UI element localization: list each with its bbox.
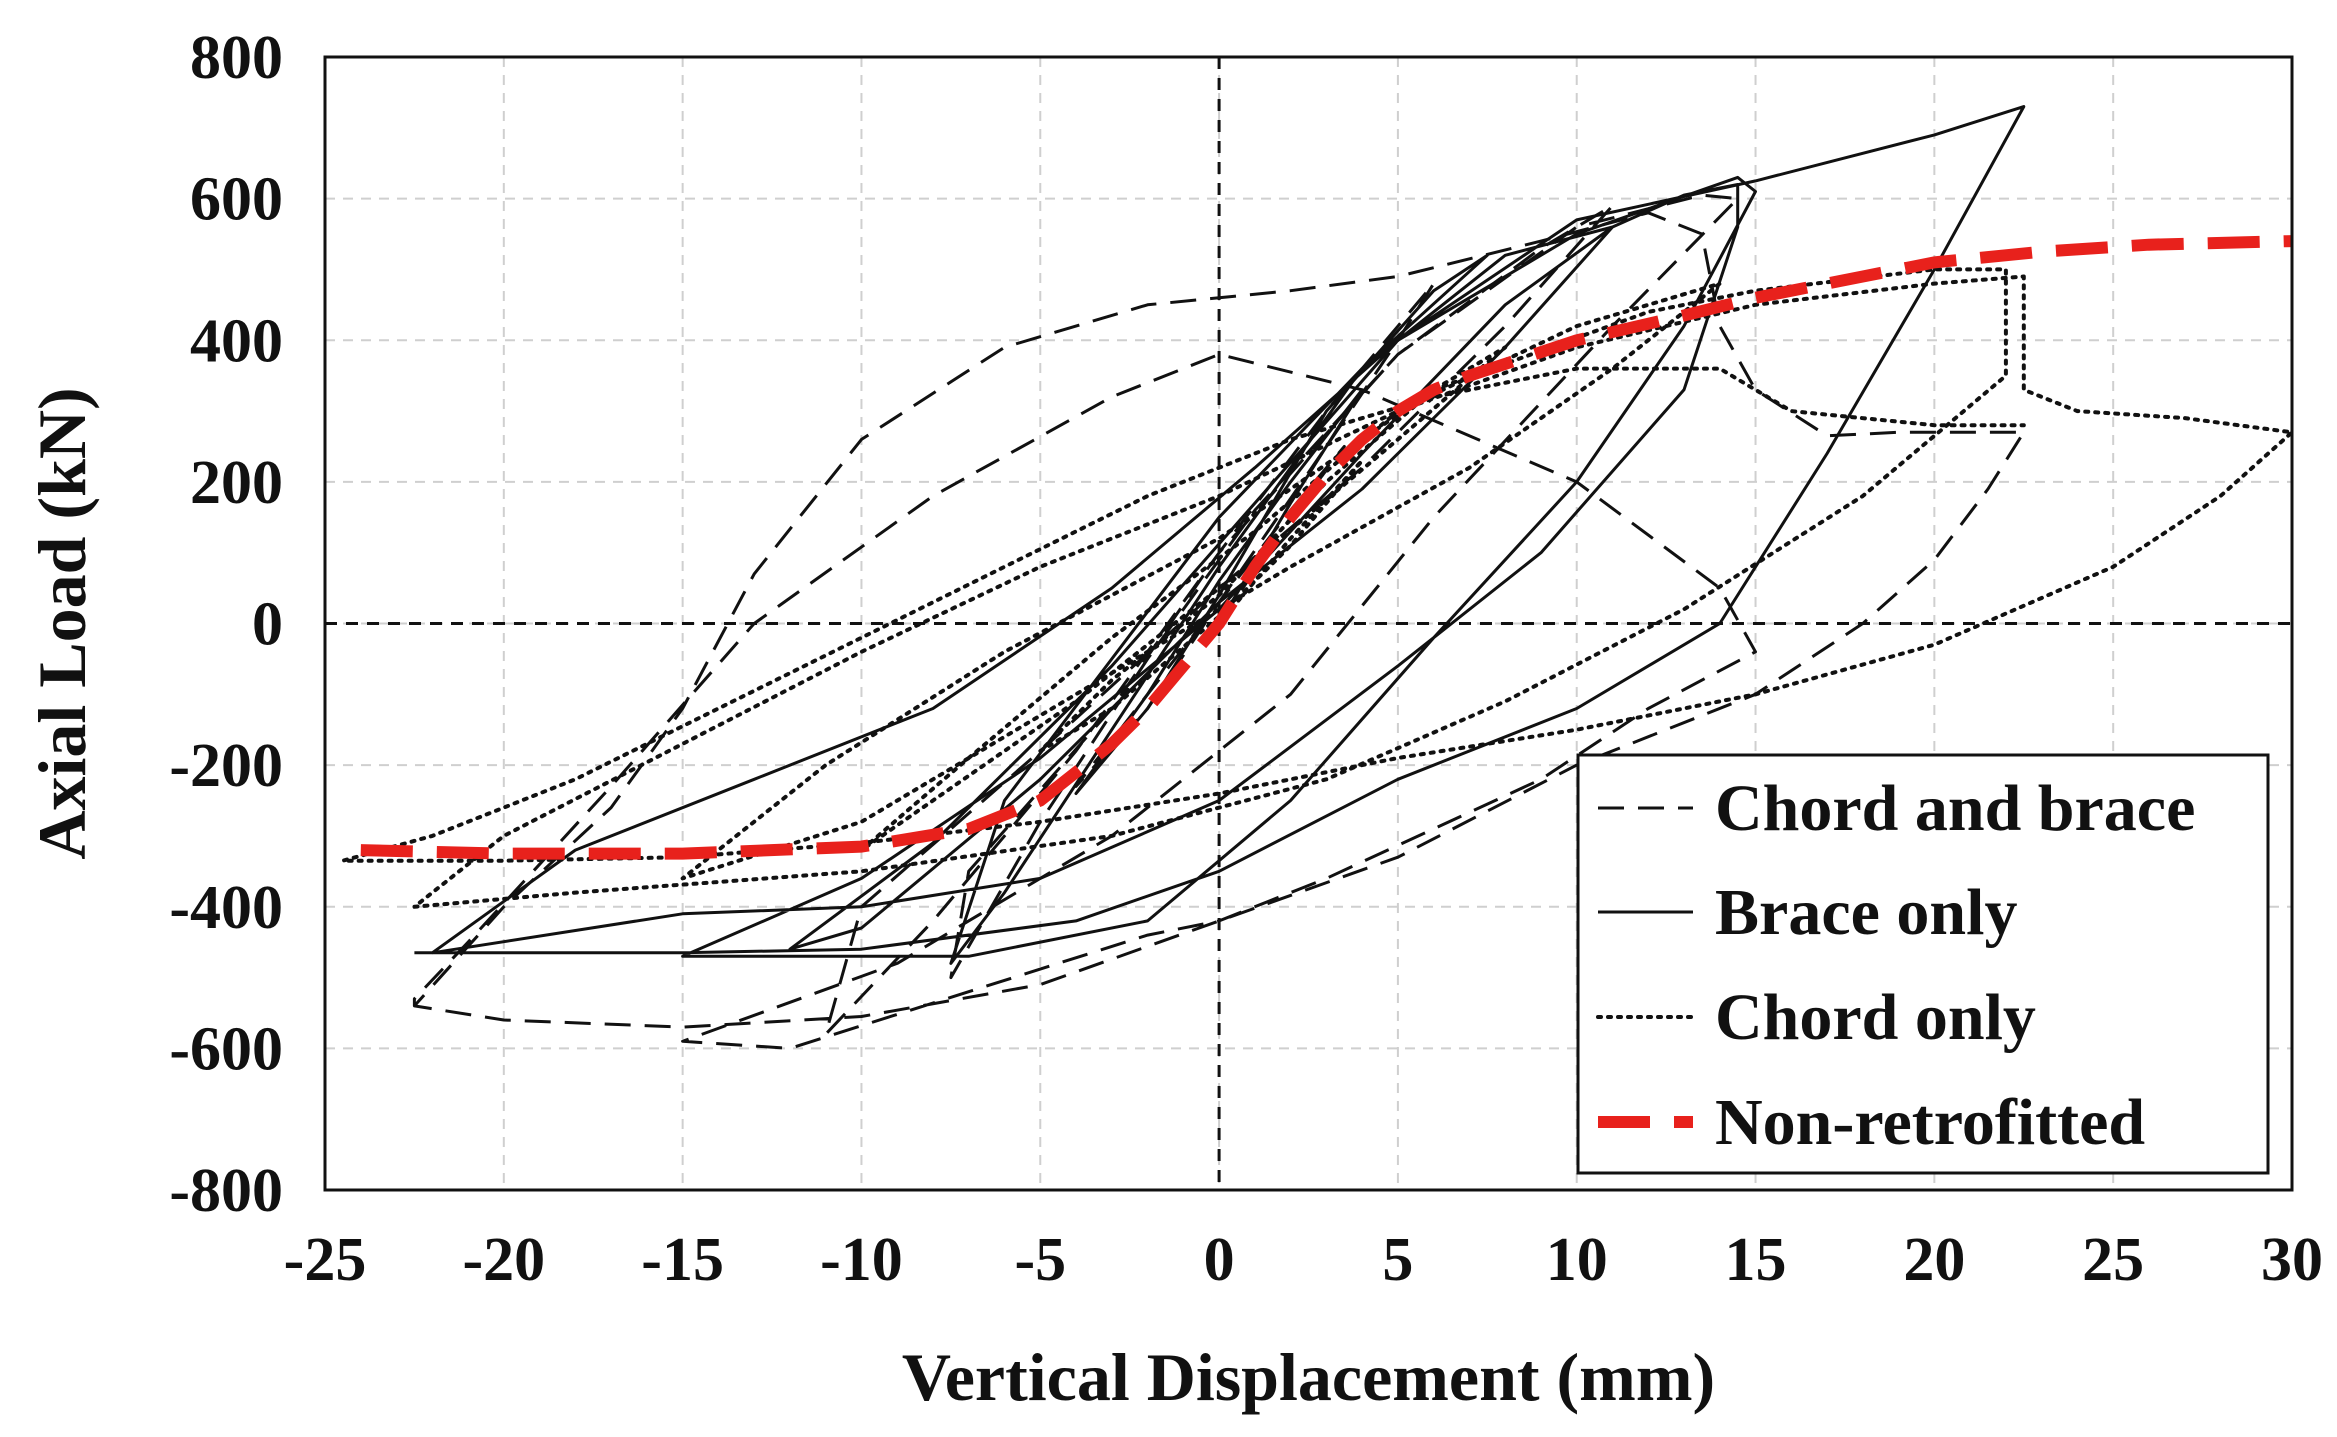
y-tick-label: -400 <box>169 874 283 942</box>
legend-label: Non-retrofitted <box>1715 1086 2145 1159</box>
x-tick-label: -10 <box>820 1226 903 1294</box>
x-tick-label: 10 <box>1546 1226 1608 1294</box>
x-tick-label: 15 <box>1725 1226 1787 1294</box>
series-group <box>340 105 2294 1050</box>
y-tick-label: 400 <box>190 307 283 375</box>
y-tick-label: 800 <box>190 24 283 92</box>
legend-label: Brace only <box>1715 876 2017 949</box>
x-tick-label: -25 <box>284 1226 367 1294</box>
x-axis-title: Vertical Displacement (mm) <box>902 1339 1715 1415</box>
series-brace-only <box>414 105 2026 965</box>
x-tick-labels: -25 -20 -15 -10 -5 0 5 10 15 20 25 30 <box>284 1226 2323 1294</box>
x-tick-label: -5 <box>1014 1226 1066 1294</box>
x-tick-label: 5 <box>1382 1226 1413 1294</box>
y-tick-label: -600 <box>169 1015 283 1083</box>
series-chord-and-brace <box>412 193 2026 1050</box>
x-tick-label: -20 <box>462 1226 545 1294</box>
x-tick-label: 25 <box>2082 1226 2144 1294</box>
legend-label: Chord only <box>1715 981 2036 1054</box>
zero-reference-lines <box>325 57 2292 1190</box>
y-tick-label: -800 <box>169 1157 283 1225</box>
legend-box <box>1576 753 2270 1175</box>
y-tick-label: -200 <box>169 732 283 800</box>
legend-label: Chord and brace <box>1715 772 2195 845</box>
y-tick-label: 0 <box>252 591 283 659</box>
x-tick-label: 30 <box>2261 1226 2323 1294</box>
y-tick-label: 600 <box>190 166 283 234</box>
x-tick-label: 0 <box>1204 1226 1235 1294</box>
y-axis-title: Axial Load (kN) <box>24 387 100 859</box>
legend: Chord and brace Brace only Chord only Non-r… <box>1576 753 2270 1175</box>
y-tick-labels: 800 600 400 200 0 -200 -400 -600 -800 <box>169 24 283 1225</box>
x-tick-label: -15 <box>641 1226 724 1294</box>
y-tick-label: 200 <box>190 449 283 517</box>
x-tick-label: 20 <box>1903 1226 1965 1294</box>
series-non-retrofitted <box>360 235 2293 860</box>
plot-frame <box>323 55 2294 1192</box>
